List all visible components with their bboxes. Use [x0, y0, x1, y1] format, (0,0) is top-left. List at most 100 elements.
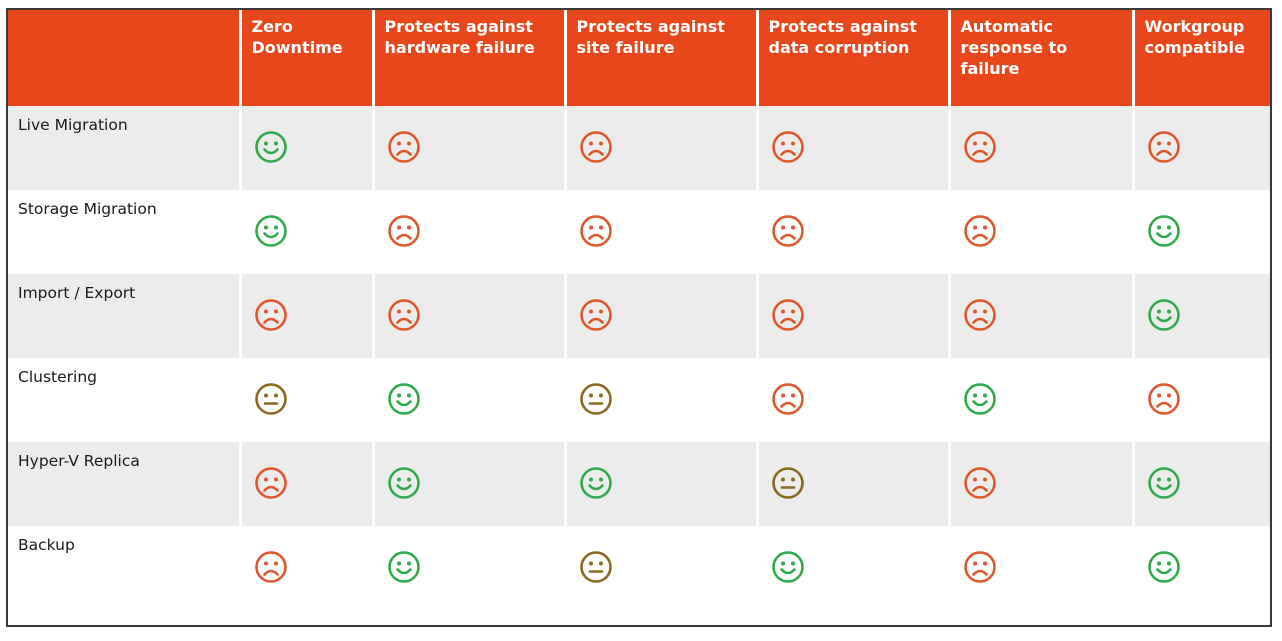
header-zero-downtime: Zero Downtime	[238, 10, 373, 106]
rating-cell-workgroup-compatible	[1131, 106, 1271, 190]
frowning-face-icon	[951, 466, 1132, 500]
rating-cell-hardware-failure	[371, 274, 565, 358]
rating-cell-site-failure	[563, 442, 757, 526]
row-label-cell: Storage Migration	[8, 190, 240, 274]
frowning-face-icon	[951, 550, 1132, 584]
comparison-table-frame: Zero Downtime Protects against hardware …	[6, 8, 1272, 627]
row-label: Clustering	[18, 368, 97, 386]
table-row: Backup	[8, 526, 1270, 610]
rating-cell-data-corruption	[755, 190, 949, 274]
header-hardware-failure: Protects against hardware failure	[371, 10, 565, 106]
row-label: Hyper-V Replica	[18, 452, 140, 470]
rating-cell-data-corruption	[755, 274, 949, 358]
rating-cell-data-corruption	[755, 442, 949, 526]
comparison-table: Zero Downtime Protects against hardware …	[8, 10, 1270, 610]
rating-cell-zero-downtime	[238, 526, 373, 610]
frowning-face-icon	[242, 550, 372, 584]
rating-cell-zero-downtime	[238, 190, 373, 274]
header-automatic-response: Automatic response to failure	[947, 10, 1133, 106]
smiley-face-icon	[375, 550, 564, 584]
smiley-face-icon	[759, 550, 948, 584]
frowning-face-icon	[375, 298, 564, 332]
frowning-face-icon	[567, 298, 756, 332]
header-row: Zero Downtime Protects against hardware …	[8, 10, 1270, 106]
rating-cell-automatic-response	[947, 358, 1133, 442]
frowning-face-icon	[242, 298, 372, 332]
row-label-cell: Hyper-V Replica	[8, 442, 240, 526]
rating-cell-zero-downtime	[238, 106, 373, 190]
table-row: Import / Export	[8, 274, 1270, 358]
frowning-face-icon	[759, 214, 948, 248]
rating-cell-hardware-failure	[371, 190, 565, 274]
rating-cell-hardware-failure	[371, 358, 565, 442]
table-row: Storage Migration	[8, 190, 1270, 274]
header-corner	[8, 10, 240, 106]
table-row: Hyper-V Replica	[8, 442, 1270, 526]
frowning-face-icon	[567, 214, 756, 248]
neutral-face-icon	[567, 382, 756, 416]
rating-cell-automatic-response	[947, 274, 1133, 358]
rating-cell-data-corruption	[755, 526, 949, 610]
row-label: Import / Export	[18, 284, 136, 302]
rating-cell-site-failure	[563, 274, 757, 358]
rating-cell-zero-downtime	[238, 274, 373, 358]
frowning-face-icon	[759, 130, 948, 164]
neutral-face-icon	[567, 550, 756, 584]
frowning-face-icon	[375, 214, 564, 248]
smiley-face-icon	[1135, 298, 1271, 332]
frowning-face-icon	[567, 130, 756, 164]
frowning-face-icon	[242, 466, 372, 500]
rating-cell-hardware-failure	[371, 526, 565, 610]
frowning-face-icon	[951, 130, 1132, 164]
smiley-face-icon	[567, 466, 756, 500]
row-label: Storage Migration	[18, 200, 157, 218]
rating-cell-data-corruption	[755, 106, 949, 190]
rating-cell-workgroup-compatible	[1131, 442, 1271, 526]
rating-cell-workgroup-compatible	[1131, 274, 1271, 358]
frowning-face-icon	[951, 298, 1132, 332]
rating-cell-site-failure	[563, 106, 757, 190]
row-label: Live Migration	[18, 116, 128, 134]
table-row: Live Migration	[8, 106, 1270, 190]
rating-cell-site-failure	[563, 526, 757, 610]
rating-cell-automatic-response	[947, 106, 1133, 190]
smiley-face-icon	[1135, 466, 1271, 500]
rating-cell-automatic-response	[947, 526, 1133, 610]
frowning-face-icon	[759, 382, 948, 416]
neutral-face-icon	[759, 466, 948, 500]
rating-cell-workgroup-compatible	[1131, 358, 1271, 442]
table-row: Clustering	[8, 358, 1270, 442]
rating-cell-zero-downtime	[238, 442, 373, 526]
smiley-face-icon	[375, 466, 564, 500]
smiley-face-icon	[951, 382, 1132, 416]
frowning-face-icon	[759, 298, 948, 332]
rating-cell-automatic-response	[947, 442, 1133, 526]
row-label-cell: Clustering	[8, 358, 240, 442]
frowning-face-icon	[951, 214, 1132, 248]
smiley-face-icon	[375, 382, 564, 416]
rating-cell-hardware-failure	[371, 106, 565, 190]
neutral-face-icon	[242, 382, 372, 416]
frowning-face-icon	[1135, 382, 1271, 416]
rating-cell-workgroup-compatible	[1131, 190, 1271, 274]
frowning-face-icon	[1135, 130, 1271, 164]
row-label-cell: Import / Export	[8, 274, 240, 358]
smiley-face-icon	[1135, 550, 1271, 584]
rating-cell-hardware-failure	[371, 442, 565, 526]
row-label-cell: Live Migration	[8, 106, 240, 190]
row-label: Backup	[18, 536, 75, 554]
smiley-face-icon	[1135, 214, 1271, 248]
row-label-cell: Backup	[8, 526, 240, 610]
header-site-failure: Protects against site failure	[563, 10, 757, 106]
header-workgroup-compatible: Workgroup compatible	[1131, 10, 1270, 106]
frowning-face-icon	[375, 130, 564, 164]
rating-cell-site-failure	[563, 358, 757, 442]
rating-cell-zero-downtime	[238, 358, 373, 442]
rating-cell-data-corruption	[755, 358, 949, 442]
smiley-face-icon	[242, 214, 372, 248]
rating-cell-site-failure	[563, 190, 757, 274]
header-data-corruption: Protects against data corruption	[755, 10, 949, 106]
smiley-face-icon	[242, 130, 372, 164]
rating-cell-automatic-response	[947, 190, 1133, 274]
rating-cell-workgroup-compatible	[1131, 526, 1271, 610]
